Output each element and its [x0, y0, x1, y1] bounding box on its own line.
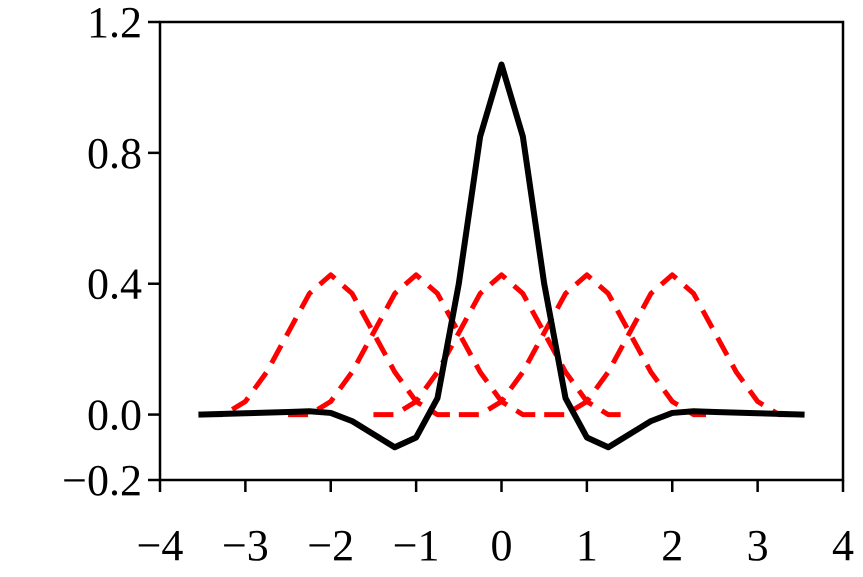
x-tick-label: 1 [576, 521, 598, 570]
dashed-line [288, 272, 545, 418]
x-tick-label: −2 [307, 521, 354, 570]
solid-line [198, 61, 805, 451]
dashed-line [458, 272, 715, 418]
y-tick-label: 0.0 [87, 391, 142, 440]
y-tick-label: −0.2 [62, 456, 142, 505]
y-tick-label: 1.2 [87, 0, 142, 47]
x-tick-label: 3 [747, 521, 769, 570]
x-tick-label: −4 [137, 521, 184, 570]
y-tick-label: 0.4 [87, 260, 142, 309]
x-tick-label: −3 [222, 521, 269, 570]
y-tick-label: 0.8 [87, 129, 142, 178]
x-tick-label: 4 [832, 521, 854, 570]
x-tick-label: 0 [491, 521, 513, 570]
x-tick-label: −1 [393, 521, 440, 570]
x-tick-label: 2 [661, 521, 683, 570]
plot-frame [158, 20, 845, 482]
dashed-line [202, 272, 459, 418]
dashed-line [544, 272, 801, 418]
